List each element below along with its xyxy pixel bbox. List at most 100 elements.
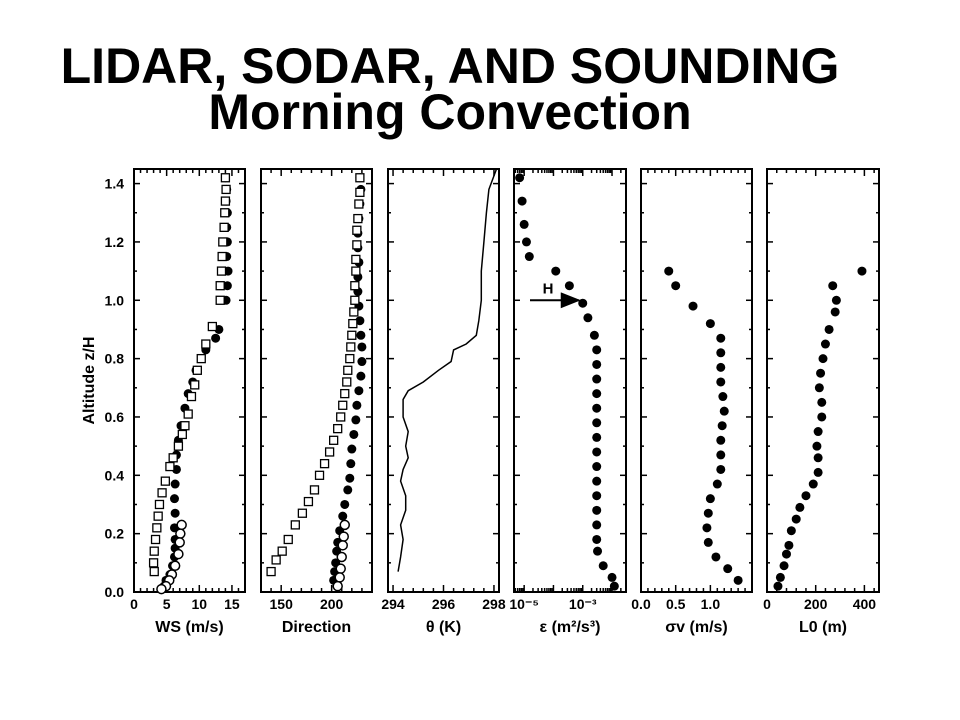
- data-point: [716, 464, 726, 474]
- data-point: [345, 353, 355, 364]
- data-point: [716, 348, 726, 358]
- data-point: [716, 377, 726, 387]
- theta-profile-line: [397, 168, 498, 572]
- x-tick-label: 298: [482, 596, 506, 612]
- x-tick-label: 15: [224, 596, 240, 612]
- x-tick-label: 400: [853, 596, 877, 612]
- data-point: [186, 391, 197, 402]
- data-point: [177, 429, 187, 440]
- y-tick-label: 1.4: [105, 176, 125, 192]
- y-tick-label: 0.6: [105, 409, 125, 425]
- data-point: [592, 418, 602, 428]
- data-point: [733, 575, 743, 585]
- data-point: [607, 572, 617, 582]
- data-point: [779, 561, 789, 571]
- data-point: [786, 526, 796, 536]
- data-point: [340, 499, 350, 509]
- data-point: [176, 519, 187, 531]
- data-point: [207, 321, 218, 332]
- data-point: [157, 488, 167, 498]
- data-point: [781, 549, 791, 559]
- data-point: [583, 313, 593, 323]
- data-point: [703, 508, 713, 518]
- data-point: [598, 561, 608, 571]
- chart-panel-4: 10⁻⁵ 10⁻³ ε (m²/s³) H: [509, 168, 627, 636]
- series-filled-circle: [664, 266, 743, 585]
- data-point: [705, 494, 715, 504]
- data-point: [149, 566, 159, 577]
- y-tick-label: 1.0: [105, 292, 125, 308]
- data-point: [357, 342, 367, 352]
- panel-frame: [640, 168, 753, 593]
- x-tick-label: 1.0: [701, 596, 721, 612]
- chart-panel-2: 150 200 Direction: [260, 168, 373, 636]
- data-point: [168, 453, 178, 463]
- data-point: [712, 479, 722, 489]
- data-point: [346, 459, 356, 469]
- data-point: [173, 548, 184, 560]
- data-point: [183, 409, 193, 419]
- series-open-square: [266, 173, 365, 577]
- data-point: [593, 546, 603, 556]
- data-point: [148, 558, 159, 568]
- data-point: [773, 581, 783, 591]
- data-point: [153, 511, 163, 521]
- data-point: [521, 237, 531, 247]
- y-tick-label: 0.0: [105, 584, 125, 600]
- data-point: [354, 386, 364, 396]
- data-point: [592, 476, 602, 486]
- y-tick-label: 0.8: [105, 351, 125, 367]
- data-point: [817, 397, 827, 407]
- series-filled-circle: [515, 173, 619, 591]
- data-point: [808, 479, 818, 489]
- data-point: [795, 502, 805, 512]
- data-point: [791, 514, 801, 524]
- x-tick-label: 5: [163, 596, 171, 612]
- data-point: [349, 307, 359, 317]
- data-point: [152, 523, 162, 533]
- series-open-circle: [156, 519, 187, 595]
- data-point: [784, 540, 794, 550]
- data-point: [592, 345, 602, 355]
- y-tick-label: 1.2: [105, 234, 125, 250]
- data-point: [592, 432, 602, 442]
- data-point: [564, 281, 574, 291]
- data-point: [220, 208, 230, 218]
- chart-panel-6: 0 200 400 L0 (m): [763, 168, 880, 636]
- data-point: [515, 173, 525, 183]
- series-filled-circle: [773, 266, 867, 591]
- data-point: [220, 196, 231, 206]
- chart-panel-3: 294 296 298 θ (K): [381, 168, 506, 636]
- data-point: [589, 330, 599, 340]
- data-point: [592, 505, 602, 515]
- data-point: [671, 281, 681, 291]
- data-point: [335, 563, 346, 574]
- data-point: [351, 254, 361, 265]
- chart-panel-5: 0.0 0.5 1.0 σv (m/s): [631, 168, 753, 636]
- data-point: [338, 511, 348, 521]
- data-point: [347, 444, 357, 454]
- data-point: [857, 266, 867, 276]
- data-point: [351, 415, 361, 425]
- data-point: [343, 365, 353, 375]
- data-point: [338, 400, 348, 410]
- data-point: [716, 450, 726, 460]
- data-point: [342, 377, 352, 387]
- data-point: [175, 528, 186, 539]
- data-point: [173, 441, 184, 451]
- data-point: [592, 447, 602, 457]
- data-point: [716, 435, 726, 445]
- data-point: [592, 491, 602, 501]
- data-point: [220, 173, 231, 183]
- x-axis-label: ε (m²/s³): [540, 619, 601, 636]
- data-point: [266, 566, 276, 577]
- data-point: [149, 546, 159, 556]
- data-point: [813, 453, 823, 463]
- data-point: [716, 362, 726, 372]
- data-point: [150, 534, 161, 545]
- data-point: [592, 462, 602, 472]
- data-point: [524, 252, 534, 262]
- x-axis-label: WS (m/s): [155, 619, 223, 636]
- data-point: [165, 461, 175, 472]
